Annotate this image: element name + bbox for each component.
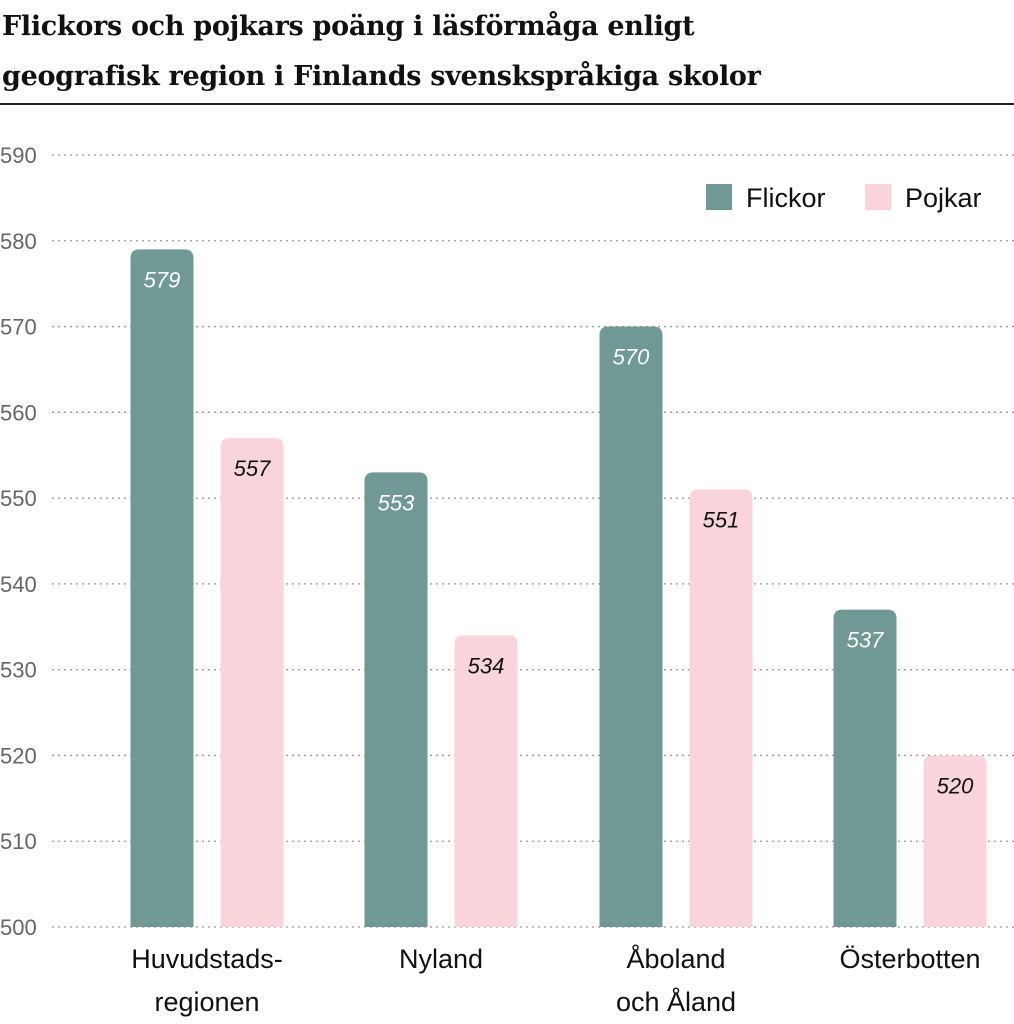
legend-label-flickor: Flickor <box>746 183 826 213</box>
bar-pojkar-3 <box>923 755 987 927</box>
legend-swatch-flickor <box>706 184 732 210</box>
data-label-pojkar-3: 520 <box>937 773 974 798</box>
legend-swatch-pojkar <box>865 184 891 210</box>
data-label-pojkar-0: 557 <box>234 456 271 481</box>
bar-flickor-2 <box>599 326 663 927</box>
y-tick-label-520: 520 <box>0 743 37 768</box>
x-category-label-1-0: Nyland <box>399 944 483 974</box>
title-line-1: Flickors och pojkars poäng i läsförmåga … <box>2 11 695 42</box>
data-label-flickor-1: 553 <box>378 490 415 515</box>
y-tick-label-510: 510 <box>0 829 37 854</box>
y-tick-label-590: 590 <box>0 143 37 168</box>
data-label-pojkar-1: 534 <box>468 653 505 678</box>
bar-pojkar-1 <box>454 635 518 927</box>
bar-flickor-3 <box>833 609 897 927</box>
x-category-label-2-1: och Åland <box>616 986 736 1017</box>
x-category-label-2-0: Åboland <box>626 943 725 974</box>
y-tick-label-550: 550 <box>0 486 37 511</box>
y-tick-label-560: 560 <box>0 400 37 425</box>
y-tick-label-580: 580 <box>0 229 37 254</box>
title-divider <box>0 103 1014 105</box>
chart-title: Flickors och pojkars poäng i läsförmåga … <box>2 2 1012 102</box>
bar-pojkar-0 <box>220 438 284 927</box>
data-label-flickor-2: 570 <box>613 345 650 370</box>
y-tick-label-500: 500 <box>0 915 37 940</box>
bar-flickor-0 <box>130 249 194 927</box>
bar-flickor-1 <box>364 472 428 927</box>
data-label-flickor-0: 579 <box>144 267 181 292</box>
legend-label-pojkar: Pojkar <box>905 183 982 213</box>
data-label-flickor-3: 537 <box>847 628 884 653</box>
x-category-label-3-0: Österbotten <box>839 944 980 974</box>
y-tick-label-530: 530 <box>0 658 37 683</box>
y-tick-label-540: 540 <box>0 572 37 597</box>
bar-pojkar-2 <box>689 489 753 927</box>
data-label-pojkar-2: 551 <box>703 508 740 533</box>
x-category-label-0-0: Huvudstads- <box>131 944 283 974</box>
x-category-label-0-1: regionen <box>154 987 259 1017</box>
title-line-2: geografisk region i Finlands svenskspråk… <box>2 61 761 92</box>
y-tick-label-570: 570 <box>0 315 37 340</box>
